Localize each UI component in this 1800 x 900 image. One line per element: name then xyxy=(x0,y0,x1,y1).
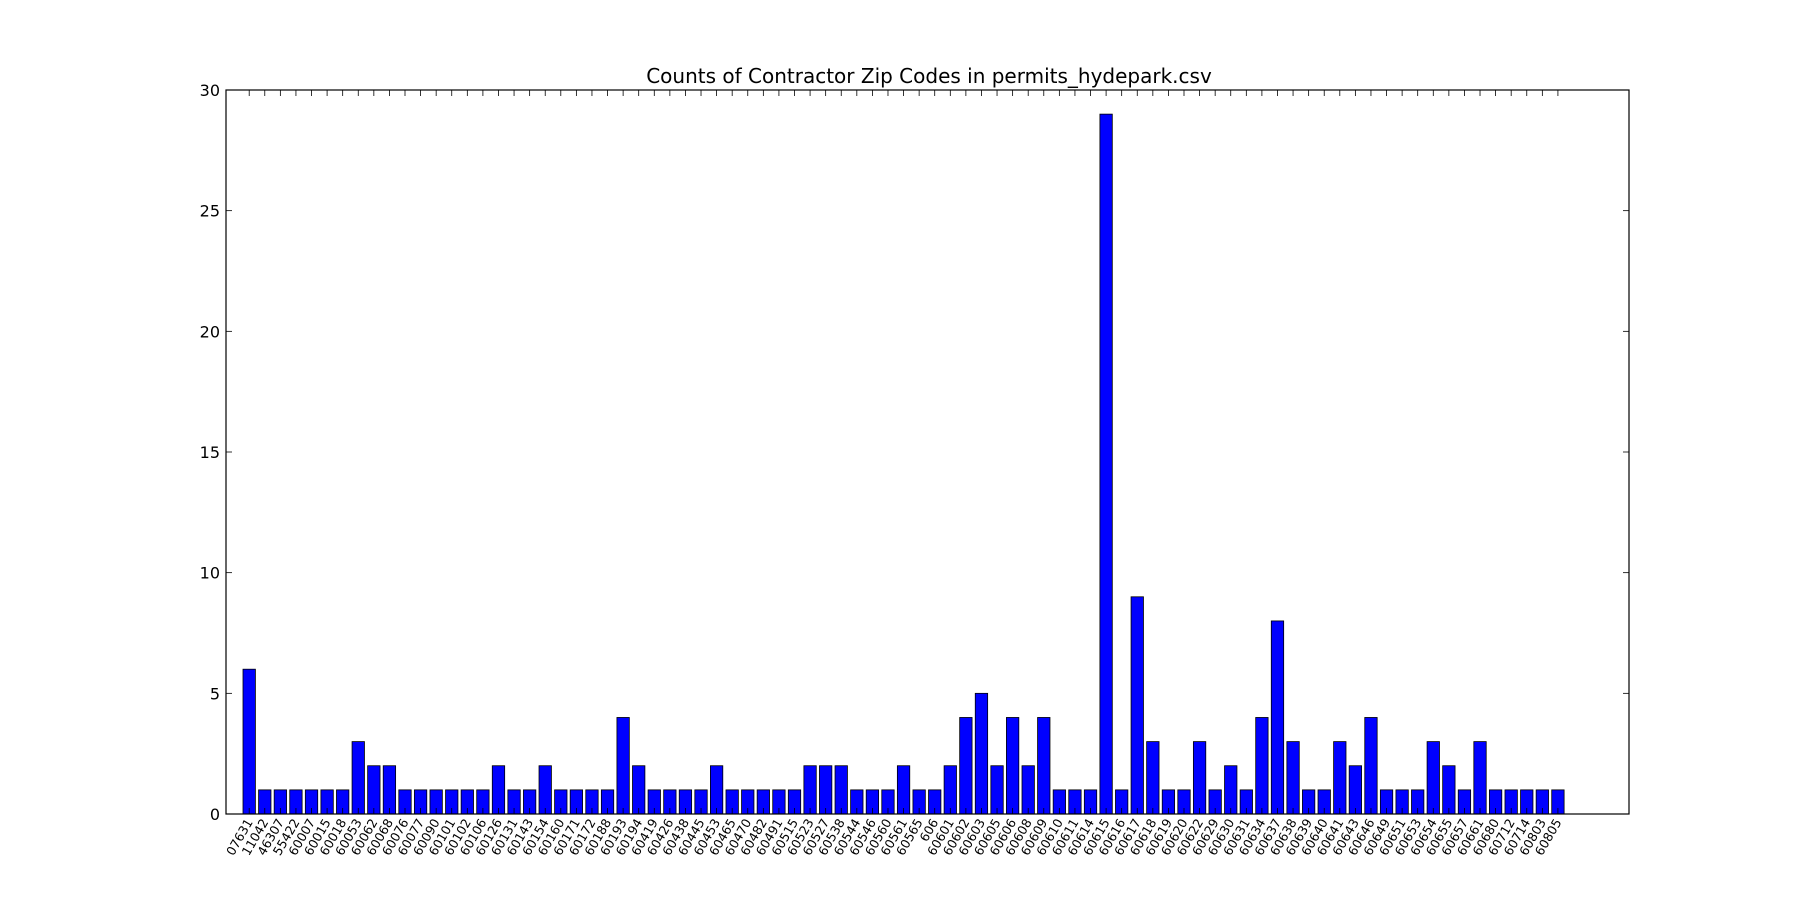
bar xyxy=(1130,596,1144,815)
y-tick-label: 5 xyxy=(210,684,220,703)
bar xyxy=(943,765,957,815)
bar xyxy=(1146,741,1160,815)
bar xyxy=(710,765,724,815)
y-axis: 0 5 10 15 20 25 30 xyxy=(200,81,1629,824)
bar xyxy=(1426,741,1440,815)
bar xyxy=(1270,620,1285,815)
bar xyxy=(834,765,848,815)
bar xyxy=(632,765,646,815)
bar xyxy=(990,765,1004,815)
bar xyxy=(382,765,397,815)
plot-frame xyxy=(225,89,1630,815)
bar xyxy=(538,765,552,815)
bar xyxy=(1006,717,1020,815)
bar xyxy=(1442,765,1456,815)
bar xyxy=(974,692,989,815)
bar xyxy=(616,717,630,815)
bar xyxy=(1286,741,1300,815)
x-axis: 0763111042463075542260007600156001860053… xyxy=(223,90,1565,858)
bar xyxy=(1255,717,1269,815)
y-tick-label: 10 xyxy=(200,564,220,583)
bar xyxy=(896,765,911,815)
y-tick-label: 20 xyxy=(200,322,220,341)
bar xyxy=(1224,765,1238,815)
bar xyxy=(1037,717,1051,815)
bar xyxy=(367,765,381,815)
bar xyxy=(803,765,817,815)
bar xyxy=(242,668,256,815)
bars-group xyxy=(242,113,1565,815)
chart-title: Counts of Contractor Zip Codes in permit… xyxy=(646,64,1212,88)
bar xyxy=(1348,765,1362,815)
bar xyxy=(1333,741,1347,815)
bar xyxy=(819,765,833,815)
bar xyxy=(351,741,365,815)
bar xyxy=(1364,717,1378,815)
bar xyxy=(959,717,973,815)
bar xyxy=(1099,113,1113,815)
y-tick-label: 25 xyxy=(200,202,220,221)
bar xyxy=(1021,765,1035,815)
y-tick-label: 15 xyxy=(200,443,220,462)
bar xyxy=(491,765,506,815)
y-tick-label: 0 xyxy=(210,805,220,824)
bar xyxy=(1192,741,1207,815)
y-tick-label: 30 xyxy=(200,81,220,100)
bar xyxy=(1473,741,1487,815)
